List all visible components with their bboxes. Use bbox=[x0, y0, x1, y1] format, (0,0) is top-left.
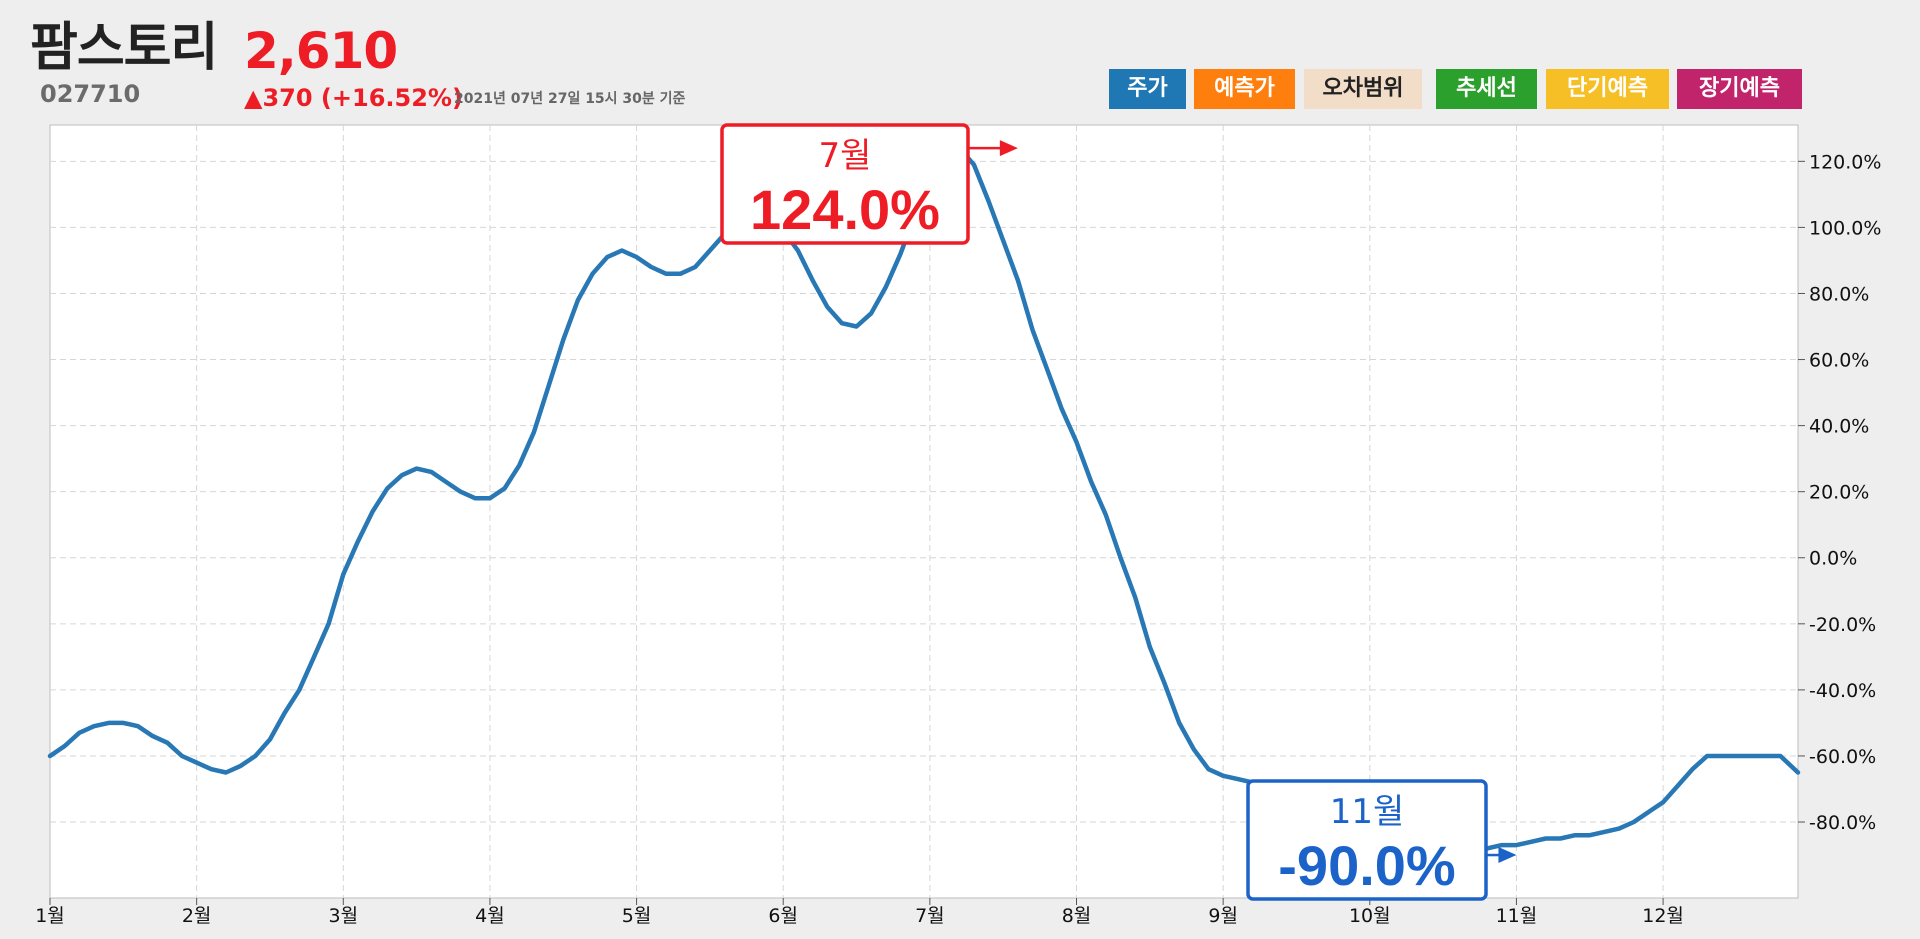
current-price: 2,610 bbox=[244, 22, 398, 80]
x-tick-label: 12월 bbox=[1642, 905, 1684, 927]
y-tick-label: 0.0% bbox=[1809, 548, 1857, 570]
y-tick-label: 60.0% bbox=[1809, 350, 1869, 372]
x-tick-label: 10월 bbox=[1349, 905, 1391, 927]
callout-box bbox=[720, 123, 970, 245]
x-tick-label: 1월 bbox=[35, 905, 65, 927]
y-tick-label: 100.0% bbox=[1809, 217, 1881, 239]
y-tick-label: -60.0% bbox=[1809, 746, 1876, 768]
callout-month-label: 7월 bbox=[819, 136, 872, 176]
callout-box bbox=[1246, 779, 1488, 901]
legend-item-forecast[interactable]: 예측가 bbox=[1194, 69, 1295, 109]
callout-month-label: 11월 bbox=[1330, 792, 1405, 832]
stock-code: 027710 bbox=[40, 80, 141, 108]
legend-item-long-term[interactable]: 장기예측 bbox=[1677, 69, 1802, 109]
y-axis-ticks: -80.0% -60.0% -40.0% -20.0% 0.0% 20.0% 40.0% 60… bbox=[1798, 151, 1881, 834]
x-tick-label: 2월 bbox=[182, 905, 212, 927]
x-tick-label: 4월 bbox=[475, 905, 505, 927]
chart-header: 팜스토리 027710 2,610 ▲370 (+16.52%) 2021년 0… bbox=[0, 0, 1920, 120]
x-tick-label: 11월 bbox=[1496, 905, 1538, 927]
y-tick-label: -20.0% bbox=[1809, 614, 1876, 636]
y-tick-label: 120.0% bbox=[1809, 151, 1881, 173]
y-tick-label: 40.0% bbox=[1809, 416, 1869, 438]
callout-value-label: 124.0% bbox=[750, 178, 940, 241]
stock-name: 팜스토리 bbox=[30, 18, 218, 78]
x-tick-label: 7월 bbox=[915, 905, 945, 927]
price-change: ▲370 (+16.52%) bbox=[244, 84, 463, 112]
y-tick-label: 20.0% bbox=[1809, 482, 1869, 504]
callout-arrowhead bbox=[1498, 847, 1517, 864]
x-tick-label: 8월 bbox=[1062, 905, 1092, 927]
x-axis-ticks: 1월 2월 3월 4월 5월 6월 7월 8월 9월 10월 11월 12월 bbox=[35, 898, 1684, 927]
legend-item-error-range[interactable]: 오차범위 bbox=[1304, 69, 1422, 109]
x-tick-label: 6월 bbox=[768, 905, 798, 927]
legend-item-short-term[interactable]: 단기예측 bbox=[1546, 69, 1669, 109]
y-tick-label: -80.0% bbox=[1809, 812, 1876, 834]
callout-min: 11월-90.0% bbox=[1246, 779, 1517, 901]
x-tick-label: 5월 bbox=[622, 905, 652, 927]
callout-arrowhead bbox=[999, 140, 1018, 157]
y-tick-label: 80.0% bbox=[1809, 283, 1869, 305]
callout-value-label: -90.0% bbox=[1278, 834, 1455, 897]
x-tick-label: 9월 bbox=[1208, 905, 1238, 927]
plot-area bbox=[49, 124, 1799, 899]
legend-item-trendline[interactable]: 추세선 bbox=[1436, 69, 1537, 109]
legend-item-price[interactable]: 주가 bbox=[1109, 69, 1186, 109]
x-tick-label: 3월 bbox=[328, 905, 358, 927]
as-of-timestamp: 2021년 07년 27일 15시 30분 기준 bbox=[454, 91, 686, 107]
y-tick-label: -40.0% bbox=[1809, 680, 1876, 702]
